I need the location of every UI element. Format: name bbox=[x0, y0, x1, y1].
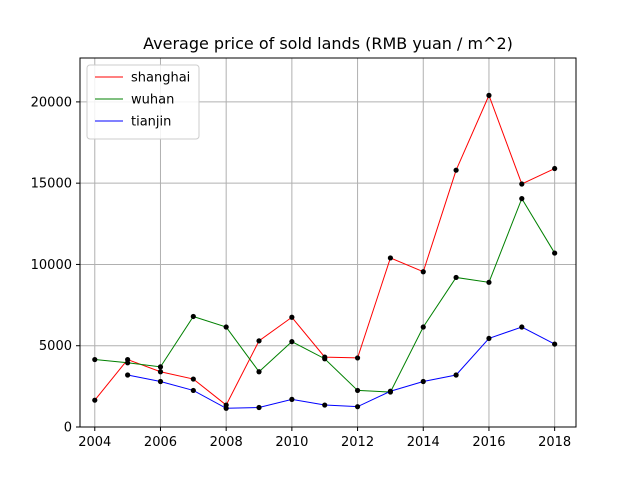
data-point-wuhan bbox=[289, 339, 295, 345]
data-point-wuhan bbox=[354, 387, 361, 394]
data-point-tianjin bbox=[519, 324, 525, 330]
data-point-tianjin bbox=[354, 404, 361, 410]
y-tick-label: 10000 bbox=[31, 258, 72, 273]
data-point-wuhan bbox=[486, 279, 492, 285]
data-point-tianjin bbox=[387, 388, 394, 394]
data-point-tianjin bbox=[157, 378, 164, 385]
data-point-shanghai bbox=[157, 369, 164, 375]
plot-frame bbox=[79, 57, 577, 428]
data-point-shanghai bbox=[354, 355, 361, 361]
data-point-wuhan bbox=[190, 313, 196, 320]
y-tick-label: 20000 bbox=[31, 95, 72, 110]
axis-layer: 2004 2006 2008 2010 2012 2014 2016 2018 0 5000 100… bbox=[31, 95, 572, 450]
y-tick-label: 0 bbox=[64, 421, 72, 436]
data-point-shanghai bbox=[519, 181, 525, 187]
data-point-shanghai bbox=[552, 165, 558, 172]
x-tick-label: 2008 bbox=[210, 435, 243, 450]
x-tick-label: 2004 bbox=[78, 435, 111, 450]
data-point-wuhan bbox=[552, 250, 558, 256]
data-point-shanghai bbox=[420, 269, 426, 275]
data-point-wuhan bbox=[92, 356, 98, 363]
x-tick-label: 2018 bbox=[538, 435, 571, 450]
x-tick-label: 2012 bbox=[341, 435, 374, 450]
x-tick-label: 2016 bbox=[472, 435, 505, 450]
data-point-shanghai bbox=[289, 314, 295, 320]
data-point-tianjin bbox=[289, 396, 295, 402]
data-point-wuhan bbox=[453, 274, 459, 281]
legend-label-wuhan: wuhan bbox=[131, 93, 174, 108]
chart-title: Average price of sold lands (RMB yuan / … bbox=[143, 34, 513, 53]
series-wuhan bbox=[92, 196, 558, 395]
series-layer bbox=[92, 92, 558, 411]
data-point-wuhan bbox=[157, 364, 164, 370]
data-point-shanghai bbox=[486, 92, 492, 98]
series-tianjin bbox=[125, 324, 558, 411]
data-point-tianjin bbox=[223, 405, 229, 411]
series-line-tianjin bbox=[127, 326, 555, 409]
legend-label-shanghai: shanghai bbox=[131, 71, 190, 86]
y-tick-label: 15000 bbox=[31, 177, 72, 192]
data-point-tianjin bbox=[486, 335, 492, 342]
data-point-wuhan bbox=[256, 369, 262, 375]
x-tick-label: 2006 bbox=[144, 435, 177, 450]
data-point-tianjin bbox=[190, 387, 196, 394]
data-point-tianjin bbox=[420, 378, 426, 385]
data-point-tianjin bbox=[322, 402, 328, 408]
data-point-wuhan bbox=[420, 324, 426, 330]
x-tick-label: 2014 bbox=[407, 435, 440, 450]
data-point-shanghai bbox=[92, 397, 98, 403]
data-point-tianjin bbox=[256, 404, 262, 411]
data-point-tianjin bbox=[453, 372, 459, 378]
data-point-wuhan bbox=[519, 196, 525, 202]
y-tick-label: 5000 bbox=[39, 339, 72, 354]
x-tick-label: 2010 bbox=[275, 435, 308, 450]
data-point-wuhan bbox=[322, 356, 328, 362]
legend: shanghai wuhan tianjin bbox=[86, 64, 200, 140]
data-point-wuhan bbox=[223, 324, 229, 330]
data-point-tianjin bbox=[552, 341, 558, 347]
data-point-tianjin bbox=[125, 372, 131, 378]
data-point-shanghai bbox=[453, 167, 459, 173]
data-point-shanghai bbox=[256, 338, 262, 344]
data-point-shanghai bbox=[190, 376, 196, 382]
data-point-wuhan bbox=[125, 360, 131, 366]
legend-label-tianjin: tianjin bbox=[131, 115, 171, 130]
data-point-shanghai bbox=[387, 255, 394, 261]
